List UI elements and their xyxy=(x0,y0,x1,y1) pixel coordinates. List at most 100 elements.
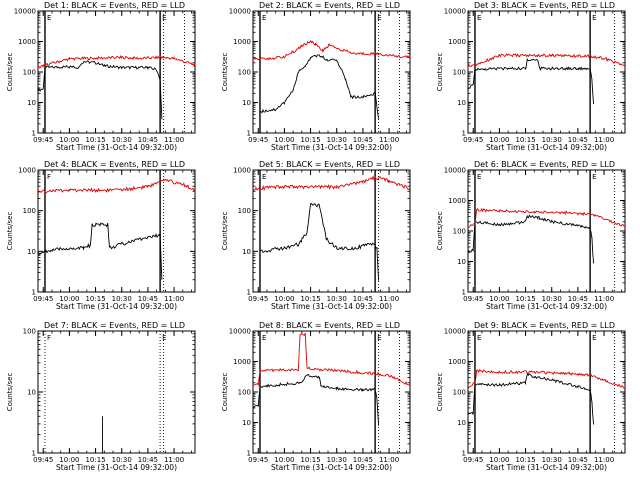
y-tick-label: 100 xyxy=(238,69,251,77)
x-tick-label: 09:45 xyxy=(463,295,483,303)
y-tick-label: 1 xyxy=(462,130,466,138)
x-tick-label: 10:00 xyxy=(274,136,294,144)
x-tick-label: 10:45 xyxy=(568,136,588,144)
plot-det-8: Det 8: BLACK = Events, RED = LLD 1 10 100 10… xyxy=(221,321,411,472)
x-tick-label: 11:00 xyxy=(594,456,614,464)
y-tick-label: 10000 xyxy=(444,167,466,175)
y-tick-label: 10 xyxy=(242,99,251,107)
plot-frame xyxy=(37,330,196,454)
plot-det-1: Det 1: BLACK = Events, RED = LLD 1 10 100 10… xyxy=(6,1,196,152)
y-tick-label: 1000 xyxy=(448,197,466,205)
y-tick-label: 10 xyxy=(27,389,36,397)
plot-title: Det 7: BLACK = Events, RED = LLD xyxy=(44,321,185,330)
x-tick-label: 10:00 xyxy=(59,136,79,144)
y-tick-label: 1 xyxy=(32,289,36,297)
x-tick-label: 10:15 xyxy=(515,295,535,303)
x-tick-label: 10:30 xyxy=(112,295,132,303)
x-tick-label: 10:15 xyxy=(300,136,320,144)
y-axis-label: Counts/sec xyxy=(6,373,14,412)
plot-det-5: Det 5: BLACK = Events, RED = LLD 1 10 100 10… xyxy=(221,160,411,311)
plot-det-2: Det 2: BLACK = Events, RED = LLD 1 10 100 10… xyxy=(221,1,411,152)
plot-title: Det 1: BLACK = Events, RED = LLD xyxy=(44,1,185,10)
y-tick-label: 10 xyxy=(27,248,36,256)
x-axis-label: Start Time (31-Oct-14 09:32:00) xyxy=(486,463,607,472)
x-tick-label: 10:15 xyxy=(85,136,105,144)
x-tick-label: 10:00 xyxy=(59,295,79,303)
x-tick-label: 09:45 xyxy=(463,136,483,144)
y-tick-label: 1000 xyxy=(233,167,251,175)
plot-title: Det 3: BLACK = Events, RED = LLD xyxy=(474,1,615,10)
series-events xyxy=(259,54,380,119)
x-tick-label: 09:45 xyxy=(33,456,53,464)
y-tick-label: 10 xyxy=(457,99,466,107)
plot-det-7: Det 7: BLACK = Events, RED = LLD 1 10 100 09… xyxy=(6,321,196,472)
y-axis-label: Counts/sec xyxy=(436,53,444,92)
x-tick-label: 10:30 xyxy=(327,295,347,303)
x-tick-label: 10:00 xyxy=(274,295,294,303)
marker-label: E xyxy=(262,334,266,342)
x-tick-label: 11:00 xyxy=(379,456,399,464)
series-events xyxy=(467,214,595,264)
series-events xyxy=(252,373,380,426)
x-tick-label: 10:45 xyxy=(138,136,158,144)
marker-label: F xyxy=(47,334,51,342)
x-tick-label: 09:45 xyxy=(33,136,53,144)
series-lld xyxy=(467,207,626,229)
y-axis-label: Counts/sec xyxy=(221,373,229,412)
plot-frame xyxy=(467,169,626,293)
y-tick-label: 10 xyxy=(27,99,36,107)
y-tick-label: 1000 xyxy=(18,38,36,46)
series-events xyxy=(467,58,595,105)
y-tick-label: 1000 xyxy=(18,167,36,175)
y-tick-label: 100 xyxy=(23,69,36,77)
y-tick-label: 1 xyxy=(247,450,251,458)
y-tick-label: 1000 xyxy=(448,38,466,46)
marker-label: E xyxy=(377,334,381,342)
plot-title: Det 4: BLACK = Events, RED = LLD xyxy=(44,160,185,169)
x-tick-label: 09:45 xyxy=(248,456,268,464)
plot-det-4: Det 4: BLACK = Events, RED = LLD 1 10 100 10… xyxy=(6,160,196,311)
plot-frame xyxy=(252,330,411,454)
series-lld xyxy=(467,368,626,389)
x-tick-label: 10:45 xyxy=(138,456,158,464)
y-tick-label: 100 xyxy=(453,228,466,236)
x-axis-label: Start Time (31-Oct-14 09:32:00) xyxy=(271,302,392,311)
y-axis-label: Counts/sec xyxy=(436,212,444,251)
plot-frame xyxy=(252,10,411,134)
x-tick-label: 10:45 xyxy=(353,295,373,303)
y-tick-label: 10 xyxy=(457,419,466,427)
marker-label: E xyxy=(477,14,481,22)
y-tick-label: 10 xyxy=(242,248,251,256)
y-tick-label: 100 xyxy=(238,389,251,397)
y-tick-label: 10000 xyxy=(229,328,251,336)
y-tick-label: 100 xyxy=(23,207,36,215)
plot-title: Det 9: BLACK = Events, RED = LLD xyxy=(474,321,615,330)
x-tick-label: 10:15 xyxy=(515,456,535,464)
plot-det-3: Det 3: BLACK = Events, RED = LLD 1 10 100 10… xyxy=(436,1,626,152)
plot-frame xyxy=(467,330,626,454)
y-tick-label: 100 xyxy=(23,328,36,336)
y-tick-label: 10000 xyxy=(14,8,36,16)
y-tick-label: 1000 xyxy=(233,38,251,46)
y-axis-label: Counts/sec xyxy=(221,53,229,92)
x-tick-label: 09:45 xyxy=(248,295,268,303)
plot-frame xyxy=(467,10,626,134)
x-axis-label: Start Time (31-Oct-14 09:32:00) xyxy=(56,302,177,311)
x-tick-label: 10:30 xyxy=(542,295,562,303)
x-tick-label: 09:45 xyxy=(463,456,483,464)
x-tick-label: 09:45 xyxy=(248,136,268,144)
x-tick-label: 10:30 xyxy=(112,456,132,464)
plot-det-6: Det 6: BLACK = Events, RED = LLD 1 10 100 10… xyxy=(436,160,626,311)
plot-det-9: Det 9: BLACK = Events, RED = LLD 1 10 100 10… xyxy=(436,321,626,472)
y-axis-label: Counts/sec xyxy=(6,212,14,251)
x-tick-label: 10:15 xyxy=(85,456,105,464)
x-tick-label: 11:00 xyxy=(379,295,399,303)
x-axis-label: Start Time (31-Oct-14 09:32:00) xyxy=(271,463,392,472)
plot-title: Det 8: BLACK = Events, RED = LLD xyxy=(259,321,400,330)
x-tick-label: 10:30 xyxy=(327,456,347,464)
marker-label: F xyxy=(47,173,51,181)
x-tick-label: 10:45 xyxy=(138,295,158,303)
plot-title: Det 2: BLACK = Events, RED = LLD xyxy=(259,1,400,10)
y-tick-label: 10000 xyxy=(229,8,251,16)
